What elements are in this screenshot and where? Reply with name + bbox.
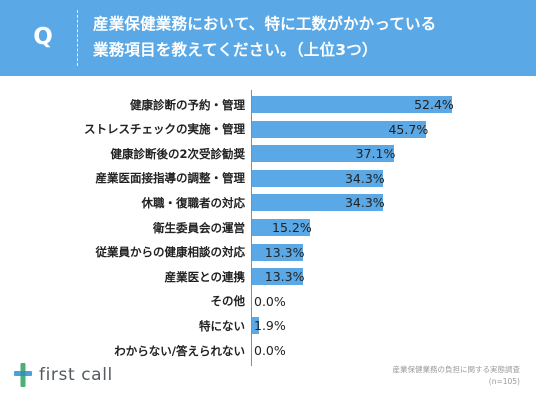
header-divider xyxy=(77,10,79,66)
value-label: 52.4% xyxy=(414,97,454,112)
bar xyxy=(252,120,427,138)
category-label: 従業員からの健康相談の対応 xyxy=(95,245,246,260)
value-label: 13.3% xyxy=(264,244,305,260)
value-label: 15.2% xyxy=(272,220,312,235)
category-label: 衛生委員会の運営 xyxy=(153,220,245,235)
brand-name: first call xyxy=(39,365,113,385)
question-line-2: 業務項目を教えてください。（上位3つ） xyxy=(93,41,378,59)
value-label: 13.3% xyxy=(264,269,305,285)
bar xyxy=(252,243,303,261)
category-label: わからない/答えられない xyxy=(114,343,245,358)
category-label: 産業医面接指導の調整・管理 xyxy=(95,171,246,186)
bar xyxy=(252,317,260,335)
bar xyxy=(252,268,303,286)
question-badge: Q xyxy=(33,24,53,50)
source-title: 産業保健業務の負担に関する実態調査 xyxy=(392,365,521,374)
value-label: 0.0% xyxy=(254,343,286,358)
question-line-1: 産業保健業務において、特に工数がかかっている xyxy=(93,15,437,33)
brand-logo: first call xyxy=(13,361,113,389)
value-label: 0.0% xyxy=(254,293,286,309)
value-label: 37.1% xyxy=(355,146,396,162)
first-call-cross-icon xyxy=(14,363,32,387)
category-label: その他 xyxy=(210,294,246,309)
value-label: 1.9% xyxy=(254,318,286,334)
source-note: 産業保健業務の負担に関する実態調査 (n=105) xyxy=(393,364,521,388)
bar xyxy=(252,96,453,113)
question-header: Q 産業保健業務において、特に工数がかかっている 業務項目を教えてください。（上… xyxy=(0,0,536,76)
category-axis-line xyxy=(251,90,252,366)
bar xyxy=(252,219,311,236)
value-label: 34.3% xyxy=(344,170,385,186)
value-label: 34.3% xyxy=(344,195,385,211)
value-label: 45.7% xyxy=(388,121,429,137)
source-sample-size: (n=105) xyxy=(488,377,520,386)
category-label: 休職・復職者の対応 xyxy=(141,195,246,210)
category-label: 産業医との連携 xyxy=(164,269,245,284)
bar xyxy=(252,145,394,163)
bar xyxy=(252,169,383,187)
category-label: 健康診断後の2次受診勧奨 xyxy=(110,146,245,161)
question-text: 産業保健業務において、特に工数がかかっている 業務項目を教えてください。（上位3… xyxy=(93,11,523,63)
category-label: ストレスチェックの実施・管理 xyxy=(84,122,245,137)
category-label: 特にない xyxy=(199,318,245,333)
category-label: 健康診断の予約・管理 xyxy=(130,97,245,112)
bar xyxy=(252,194,383,212)
